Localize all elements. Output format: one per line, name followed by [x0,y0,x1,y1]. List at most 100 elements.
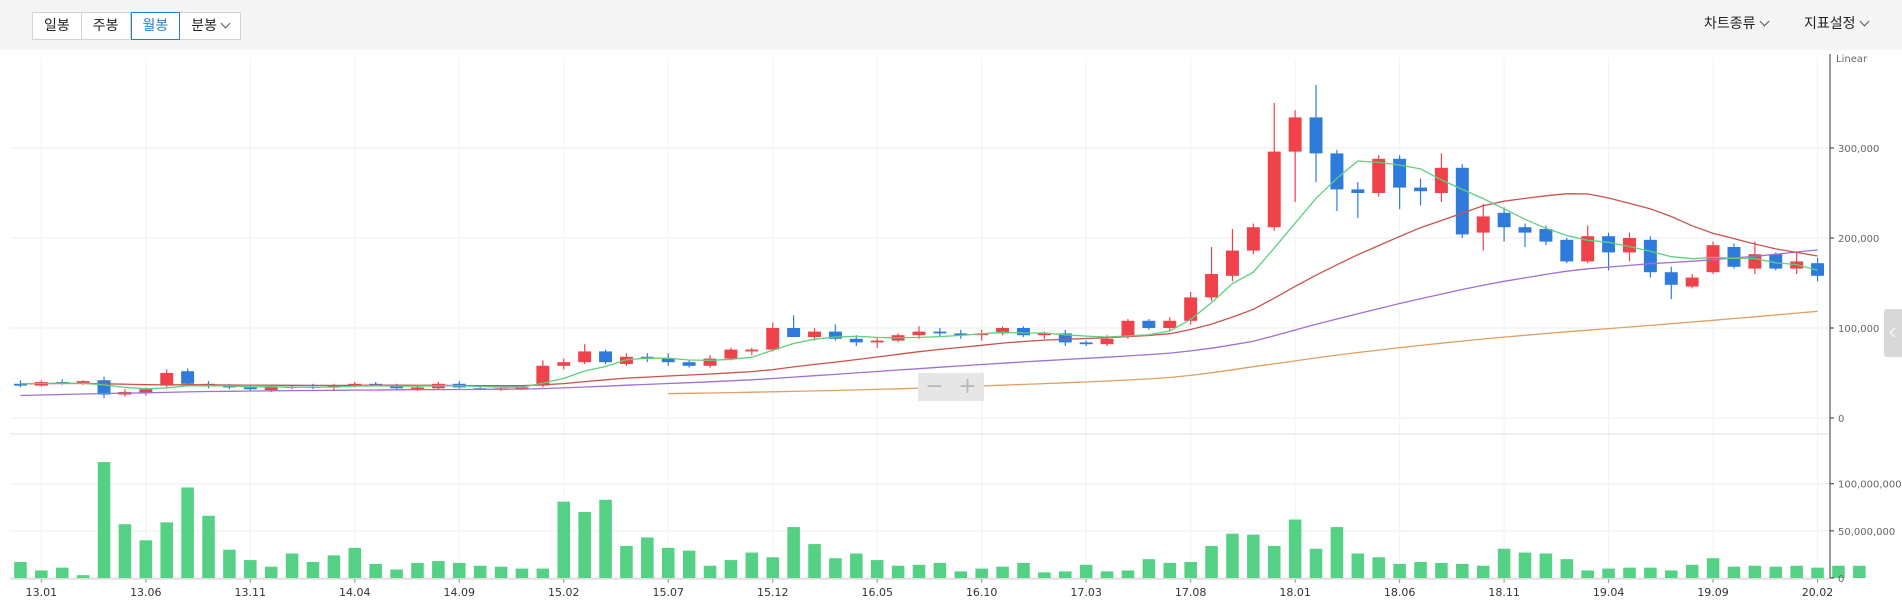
volume-bar [1665,570,1678,578]
candle-body [1309,117,1323,154]
candle-body [1414,187,1427,192]
volume-bar [223,549,236,578]
candle-body [1560,239,1574,262]
volume-bar [1623,567,1636,578]
volume-bar [578,512,591,578]
period-weekly-button[interactable]: 주봉 [81,13,131,39]
volume-bar [850,553,863,578]
candle-body [933,331,947,334]
volume-bar [264,566,278,578]
volume-bar [682,550,696,578]
volume-bar [515,568,529,578]
candle-body [1727,247,1741,267]
x-axis-label: 20.02 [1802,586,1834,599]
candle-body [619,356,633,364]
side-panel-toggle[interactable] [1884,309,1902,357]
candle-body [1455,167,1469,235]
x-axis-label: 15.02 [548,586,580,599]
volume-bar [829,558,842,578]
volume-bar [996,566,1009,578]
volume-bar [1372,557,1385,578]
volume-bar [1518,552,1532,578]
candle-body [160,373,174,386]
candle-body [1079,342,1093,345]
volume-bar [1414,561,1427,578]
volume-bar [432,561,445,578]
volume-bar [1790,565,1803,578]
candle-body [1602,236,1616,253]
candle-body [954,333,968,336]
volume-axis-label: 100,000,000 [1838,480,1902,491]
volume-bar [1769,566,1783,578]
candle-body [1037,333,1051,336]
scale-type-label: Linear [1836,54,1868,65]
chart-toolbar: 일봉 주봉 월봉 분봉 차트종류 지표설정 [0,0,1902,50]
ma5-line [20,160,1818,390]
candle-body [411,387,424,390]
candle-body [703,358,717,366]
volume-bar [891,565,905,578]
period-selector: 일봉 주봉 월봉 분봉 [32,12,242,40]
volume-bar [724,560,738,578]
candle-body [1142,320,1156,328]
volume-bar [1727,566,1741,578]
volume-bar [661,547,675,578]
x-axis-label: 17.08 [1175,586,1207,599]
candle-body [390,385,404,389]
candle-body [1121,320,1135,337]
volume-bar [1309,548,1323,578]
volume-bar [1205,545,1218,578]
candle-body [1372,158,1386,193]
candle-body [13,383,27,386]
indicator-settings-dropdown[interactable]: 지표설정 [1804,13,1869,33]
volume-bar [557,501,571,578]
stock-chart[interactable]: Linear 0 100,000 200,000 300,000 0 50,000,000 1… [0,50,1902,616]
volume-bar [975,568,988,578]
candle-body [808,331,821,337]
volume-bar [348,547,362,578]
price-axis-label: 300,000 [1838,144,1879,155]
period-daily-button[interactable]: 일봉 [33,13,82,39]
period-minute-dropdown[interactable]: 분봉 [180,13,241,39]
chart-type-dropdown[interactable]: 차트종류 [1704,13,1769,33]
volume-bar [202,515,215,578]
x-axis-label: 15.12 [757,586,789,599]
candle-body [849,338,863,343]
volume-bar [55,567,69,578]
x-axis-label: 18.11 [1488,586,1520,599]
candle-body [1267,151,1281,228]
period-monthly-button[interactable]: 월봉 [130,12,181,40]
volume-bar [1853,565,1866,578]
candle-body [243,387,257,390]
volume-bar [641,537,654,578]
candle-body [1246,227,1260,251]
volume-bar [1142,559,1156,578]
volume-bar [1811,567,1824,578]
zoom-out-button[interactable]: − [925,374,944,399]
volume-bar [1121,570,1135,578]
x-axis-label: 15.07 [652,586,684,599]
zoom-in-button[interactable]: + [958,374,977,399]
volume-bar [473,565,487,578]
volume-bar [703,565,717,578]
candle-body [1811,263,1825,276]
candle-body [222,385,236,388]
volume-bar [1184,561,1197,578]
candle-body [1205,274,1219,298]
volume-bar [160,522,173,578]
volume-bar [1267,545,1281,578]
x-axis-label: 18.01 [1279,586,1311,599]
x-axis-label: 13.11 [235,586,267,599]
volume-bar [1644,567,1657,578]
price-axis-label: 200,000 [1838,234,1879,245]
price-axis-label: 0 [1838,414,1844,425]
candle-body [1685,277,1699,287]
candle-body [1393,158,1407,188]
x-axis-label: 14.09 [444,586,476,599]
candle-body [1058,333,1072,343]
volume-bar [369,563,382,578]
candle-body [682,362,696,366]
candle-body [1664,272,1678,285]
volume-bar [76,575,90,578]
volume-bar [1832,565,1845,578]
